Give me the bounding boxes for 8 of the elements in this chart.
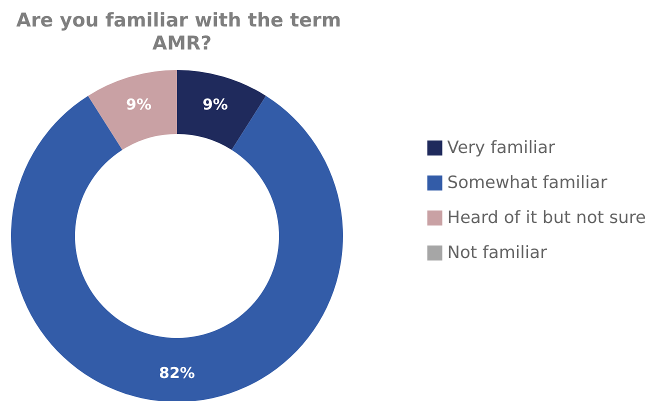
legend-label: Somewhat familiar bbox=[447, 173, 608, 193]
data-label: 9% bbox=[126, 95, 152, 114]
data-label: 9% bbox=[202, 95, 228, 114]
legend-label: Not familiar bbox=[447, 243, 548, 263]
legend-label: Heard of it but not sure bbox=[447, 208, 646, 228]
data-label: 82% bbox=[159, 364, 195, 382]
chart-title: Are you familiar with the term AMR? bbox=[16, 10, 348, 54]
legend-label: Very familiar bbox=[447, 138, 556, 158]
